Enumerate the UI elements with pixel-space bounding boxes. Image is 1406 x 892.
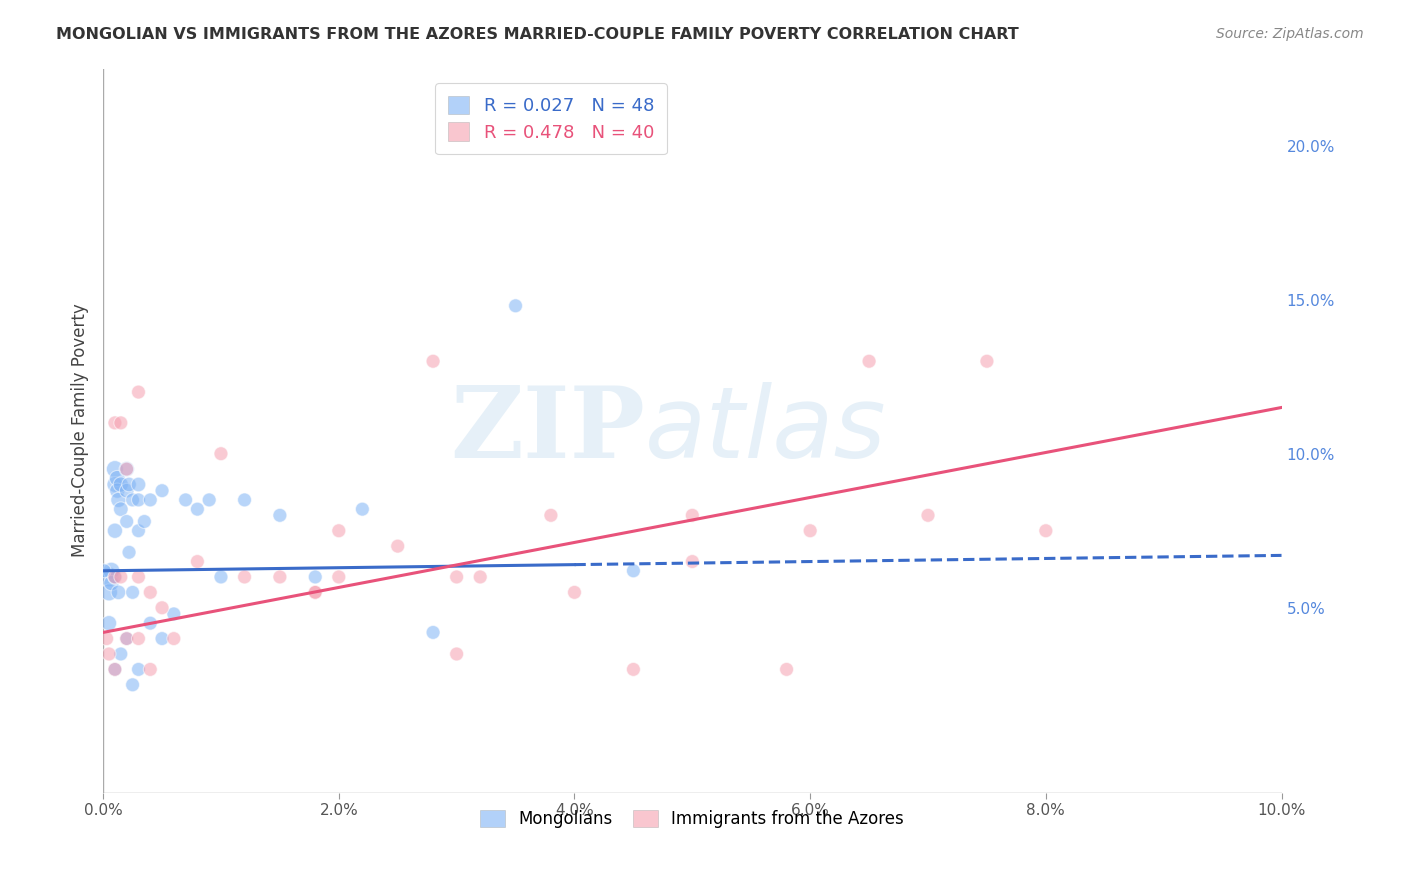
Point [139,492,162,507]
Point [98,570,121,584]
Point [681,508,703,523]
Point [115,483,138,498]
Point [799,524,821,538]
Point [209,570,232,584]
Point [104,462,127,476]
Point [107,585,129,599]
Point [104,416,127,430]
Point [775,662,797,676]
Text: MONGOLIAN VS IMMIGRANTS FROM THE AZORES MARRIED-COUPLE FAMILY POVERTY CORRELATIO: MONGOLIAN VS IMMIGRANTS FROM THE AZORES … [56,27,1019,42]
Point [174,492,197,507]
Point [127,632,149,646]
Point [100,564,122,578]
Point [976,354,998,368]
Point [127,492,149,507]
Point [1035,524,1057,538]
Point [118,545,141,559]
Point [104,524,127,538]
Point [96,632,118,646]
Point [564,585,586,599]
Point [105,471,128,485]
Point [505,299,527,313]
Point [387,539,409,553]
Point [98,585,121,599]
Point [118,477,141,491]
Point [150,632,173,646]
Point [107,492,129,507]
Point [98,616,121,631]
Point [163,607,186,621]
Point [163,632,186,646]
Point [115,462,138,476]
Point [110,477,132,491]
Point [110,416,132,430]
Point [917,508,939,523]
Point [198,492,221,507]
Text: Source: ZipAtlas.com: Source: ZipAtlas.com [1216,27,1364,41]
Point [150,600,173,615]
Point [104,477,127,491]
Point [269,570,291,584]
Point [422,354,444,368]
Point [233,492,256,507]
Point [540,508,562,523]
Point [139,662,162,676]
Point [105,483,128,498]
Point [104,570,127,584]
Point [623,564,645,578]
Point [139,585,162,599]
Point [233,570,256,584]
Point [209,447,232,461]
Point [127,570,149,584]
Point [304,585,326,599]
Point [858,354,880,368]
Point [127,662,149,676]
Point [623,662,645,676]
Point [104,662,127,676]
Point [681,555,703,569]
Point [134,515,156,529]
Point [93,564,115,578]
Point [304,585,326,599]
Point [139,616,162,631]
Point [115,462,138,476]
Point [110,570,132,584]
Point [121,585,143,599]
Point [104,662,127,676]
Text: atlas: atlas [645,382,887,479]
Point [110,502,132,516]
Point [98,647,121,661]
Point [328,524,350,538]
Text: ZIP: ZIP [450,382,645,479]
Point [150,483,173,498]
Legend: Mongolians, Immigrants from the Azores: Mongolians, Immigrants from the Azores [474,804,911,835]
Point [115,632,138,646]
Point [446,570,468,584]
Point [186,555,208,569]
Y-axis label: Married-Couple Family Poverty: Married-Couple Family Poverty [72,303,89,558]
Point [304,570,326,584]
Point [127,385,149,400]
Point [186,502,208,516]
Point [127,477,149,491]
Point [121,492,143,507]
Point [269,508,291,523]
Point [328,570,350,584]
Point [110,647,132,661]
Point [470,570,492,584]
Point [121,678,143,692]
Point [104,570,127,584]
Point [100,576,122,591]
Point [115,632,138,646]
Point [115,515,138,529]
Point [127,524,149,538]
Point [446,647,468,661]
Point [422,625,444,640]
Point [352,502,374,516]
